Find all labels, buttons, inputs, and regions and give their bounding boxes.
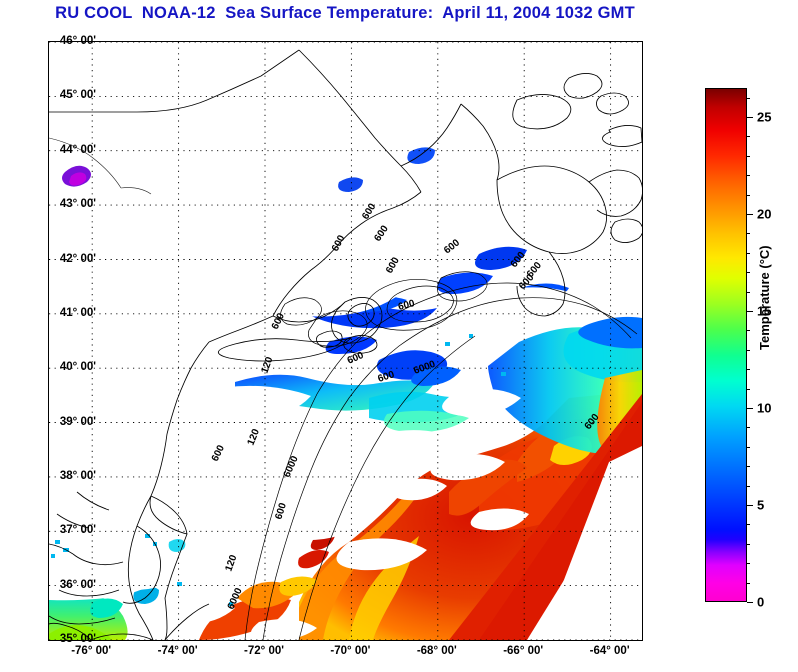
x-tick-label-74: -74° 00' bbox=[157, 645, 198, 657]
cloud-mask-group bbox=[49, 82, 635, 640]
colorbar-axis-title: Temperature (°C) bbox=[757, 245, 772, 350]
cbar-minor-3 bbox=[747, 543, 750, 545]
sst-scotian-blue bbox=[578, 316, 642, 349]
cbar-minor-1 bbox=[747, 582, 750, 584]
sst-coastal-sw-green bbox=[49, 625, 111, 640]
sst-meander-2 bbox=[449, 459, 527, 516]
sst-south-patch-4 bbox=[298, 550, 329, 569]
cbar-minor-16 bbox=[747, 291, 750, 293]
y-tick-label-45: 45° 00' bbox=[59, 89, 96, 102]
cbar-minor-7 bbox=[747, 466, 750, 468]
map-canvas: 120 600 120 6000 600 6000 120 600 600 60… bbox=[49, 42, 642, 640]
temperature-colorbar[interactable] bbox=[705, 88, 747, 602]
sst-shelf-green bbox=[383, 410, 469, 433]
cbar-minor-22 bbox=[747, 175, 750, 177]
cbar-minor-14 bbox=[747, 330, 750, 332]
x-tick-label-64: -64° 00' bbox=[589, 645, 630, 657]
x-tick-label-68: -68° 00' bbox=[416, 645, 457, 657]
contour-label-600g: 600 bbox=[397, 298, 416, 313]
cbar-label-5: 5 bbox=[757, 497, 765, 513]
coastline-group bbox=[49, 49, 642, 640]
y-tick-label-46: 46° 00' bbox=[59, 35, 96, 47]
y-tick-label-35: 35° 00' bbox=[59, 633, 96, 645]
sst-south-patch-1 bbox=[199, 596, 291, 640]
sst-south-patch-3 bbox=[279, 576, 317, 596]
cbar-minor-8 bbox=[747, 446, 750, 448]
cbar-minor-9 bbox=[747, 427, 750, 429]
y-tick-label-38: 38° 00' bbox=[59, 469, 96, 482]
cbar-minor-18 bbox=[747, 252, 750, 254]
cbar-minor-17 bbox=[747, 272, 750, 274]
cbar-tick-25 bbox=[747, 117, 753, 118]
cbar-minor-12 bbox=[747, 369, 750, 371]
sst-inland-ice-patch bbox=[62, 165, 91, 187]
y-tick-label-44: 44° 00' bbox=[59, 143, 96, 156]
y-tick-label-39: 39° 00' bbox=[59, 415, 96, 428]
y-tick-label-40: 40° 00' bbox=[59, 361, 96, 374]
cbar-minor-21 bbox=[747, 194, 750, 196]
cbar-label-15: 15 bbox=[757, 303, 772, 319]
sst-map-svg: 120 600 120 6000 600 6000 120 600 600 60… bbox=[49, 42, 642, 640]
sst-maine-cold bbox=[338, 177, 363, 192]
y-tick-label-41: 41° 00' bbox=[59, 306, 96, 319]
cbar-tick-10 bbox=[747, 408, 753, 409]
cbar-minor-13 bbox=[747, 349, 750, 351]
cbar-minor-23 bbox=[747, 155, 750, 157]
sst-bayfundy-cold bbox=[407, 147, 435, 164]
cbar-tick-5 bbox=[747, 505, 753, 506]
cbar-minor-24 bbox=[747, 136, 750, 138]
sst-coastal-sw-cyan bbox=[90, 598, 123, 618]
cbar-label-10: 10 bbox=[757, 400, 772, 416]
cbar-minor-4 bbox=[747, 524, 750, 526]
y-tick-label-37: 37° 00' bbox=[59, 524, 96, 537]
cbar-label-0: 0 bbox=[757, 594, 765, 610]
inland-water-group bbox=[49, 137, 152, 195]
cbar-tick-0 bbox=[747, 602, 753, 603]
sst-south-patch-2 bbox=[237, 581, 294, 609]
cbar-label-25: 25 bbox=[757, 109, 772, 125]
cbar-minor-2 bbox=[747, 563, 750, 565]
cbar-tick-20 bbox=[747, 214, 753, 215]
cbar-minor-26 bbox=[747, 97, 750, 99]
y-tick-label-43: 43° 00' bbox=[59, 198, 96, 211]
cbar-label-20: 20 bbox=[757, 206, 772, 222]
bathymetry-contours bbox=[244, 271, 638, 640]
sst-cold-core-2 bbox=[411, 366, 461, 386]
contour-label-600m: 600 bbox=[377, 369, 397, 385]
cbar-minor-19 bbox=[747, 233, 750, 235]
page-title: RU COOL NOAA-12 Sea Surface Temperature:… bbox=[55, 4, 635, 22]
cbar-minor-6 bbox=[747, 485, 750, 487]
y-tick-label-42: 42° 00' bbox=[59, 252, 96, 265]
map-plot-area[interactable]: 120 600 120 6000 600 6000 120 600 600 60… bbox=[48, 41, 643, 641]
contour-label-120b: 120 bbox=[246, 427, 263, 447]
sst-gom-cold-2 bbox=[475, 246, 527, 270]
contour-label-6000: 6000 bbox=[282, 454, 301, 479]
x-tick-label-66: -66° 00' bbox=[503, 645, 544, 657]
contour-label-600: 600 bbox=[273, 501, 289, 521]
x-tick-label-72: -72° 00' bbox=[244, 645, 284, 657]
x-tick-label-70: -70° 00' bbox=[330, 645, 371, 657]
x-tick-label-76: -76° 00' bbox=[71, 645, 112, 657]
cbar-tick-15 bbox=[747, 311, 753, 312]
sst-warm-west-fringe bbox=[299, 484, 425, 640]
swath-blank-east-2 bbox=[541, 446, 642, 640]
contour-label-120: 120 bbox=[223, 553, 239, 573]
y-tick-label-36: 36° 00' bbox=[59, 578, 96, 591]
cbar-minor-11 bbox=[747, 388, 750, 390]
